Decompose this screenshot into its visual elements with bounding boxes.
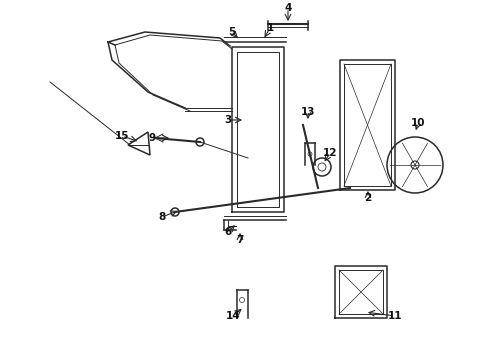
Text: 13: 13 xyxy=(301,107,315,117)
Text: 3: 3 xyxy=(224,115,232,125)
Text: 2: 2 xyxy=(365,193,371,203)
Text: 14: 14 xyxy=(226,311,240,321)
Text: 7: 7 xyxy=(236,235,244,245)
Text: 10: 10 xyxy=(411,118,425,128)
Text: 12: 12 xyxy=(323,148,337,158)
Text: 9: 9 xyxy=(148,133,155,143)
Text: 1: 1 xyxy=(267,23,273,33)
Text: 11: 11 xyxy=(388,311,402,321)
Text: 15: 15 xyxy=(115,131,129,141)
Text: 5: 5 xyxy=(228,27,236,37)
Text: 4: 4 xyxy=(284,3,292,13)
Text: 6: 6 xyxy=(224,227,232,237)
Text: 8: 8 xyxy=(158,212,166,222)
